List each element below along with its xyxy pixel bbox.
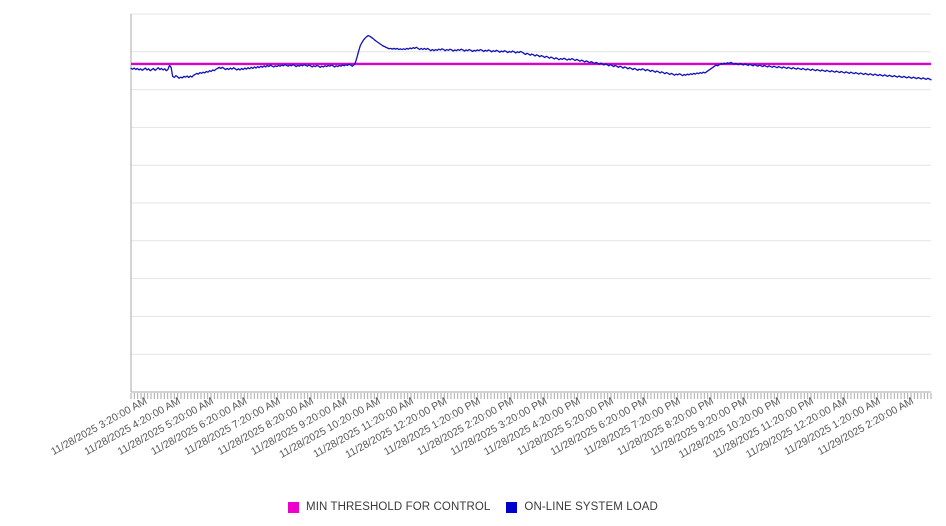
legend-entry-min-threshold-for-control[interactable]: MIN THRESHOLD FOR CONTROL [288, 501, 490, 513]
gridlines-group [131, 13, 931, 355]
legend-label-min-threshold-for-control: MIN THRESHOLD FOR CONTROL [306, 501, 491, 513]
legend-label-on-line-system-load: ON-LINE SYSTEM LOAD [524, 501, 658, 513]
load-series-line [130, 34, 932, 81]
series-load-line [130, 34, 932, 81]
axis-group [130, 14, 931, 393]
chart-legend: MIN THRESHOLD FOR CONTROL ON-LINE SYSTEM… [0, 496, 946, 518]
x-axis-ticks [130, 393, 932, 399]
legend-entry-on-line-system-load[interactable]: ON-LINE SYSTEM LOAD [506, 501, 658, 513]
legend-swatch-on-line-system-load [506, 501, 518, 513]
legend-swatch-min-threshold-for-control [288, 501, 300, 513]
